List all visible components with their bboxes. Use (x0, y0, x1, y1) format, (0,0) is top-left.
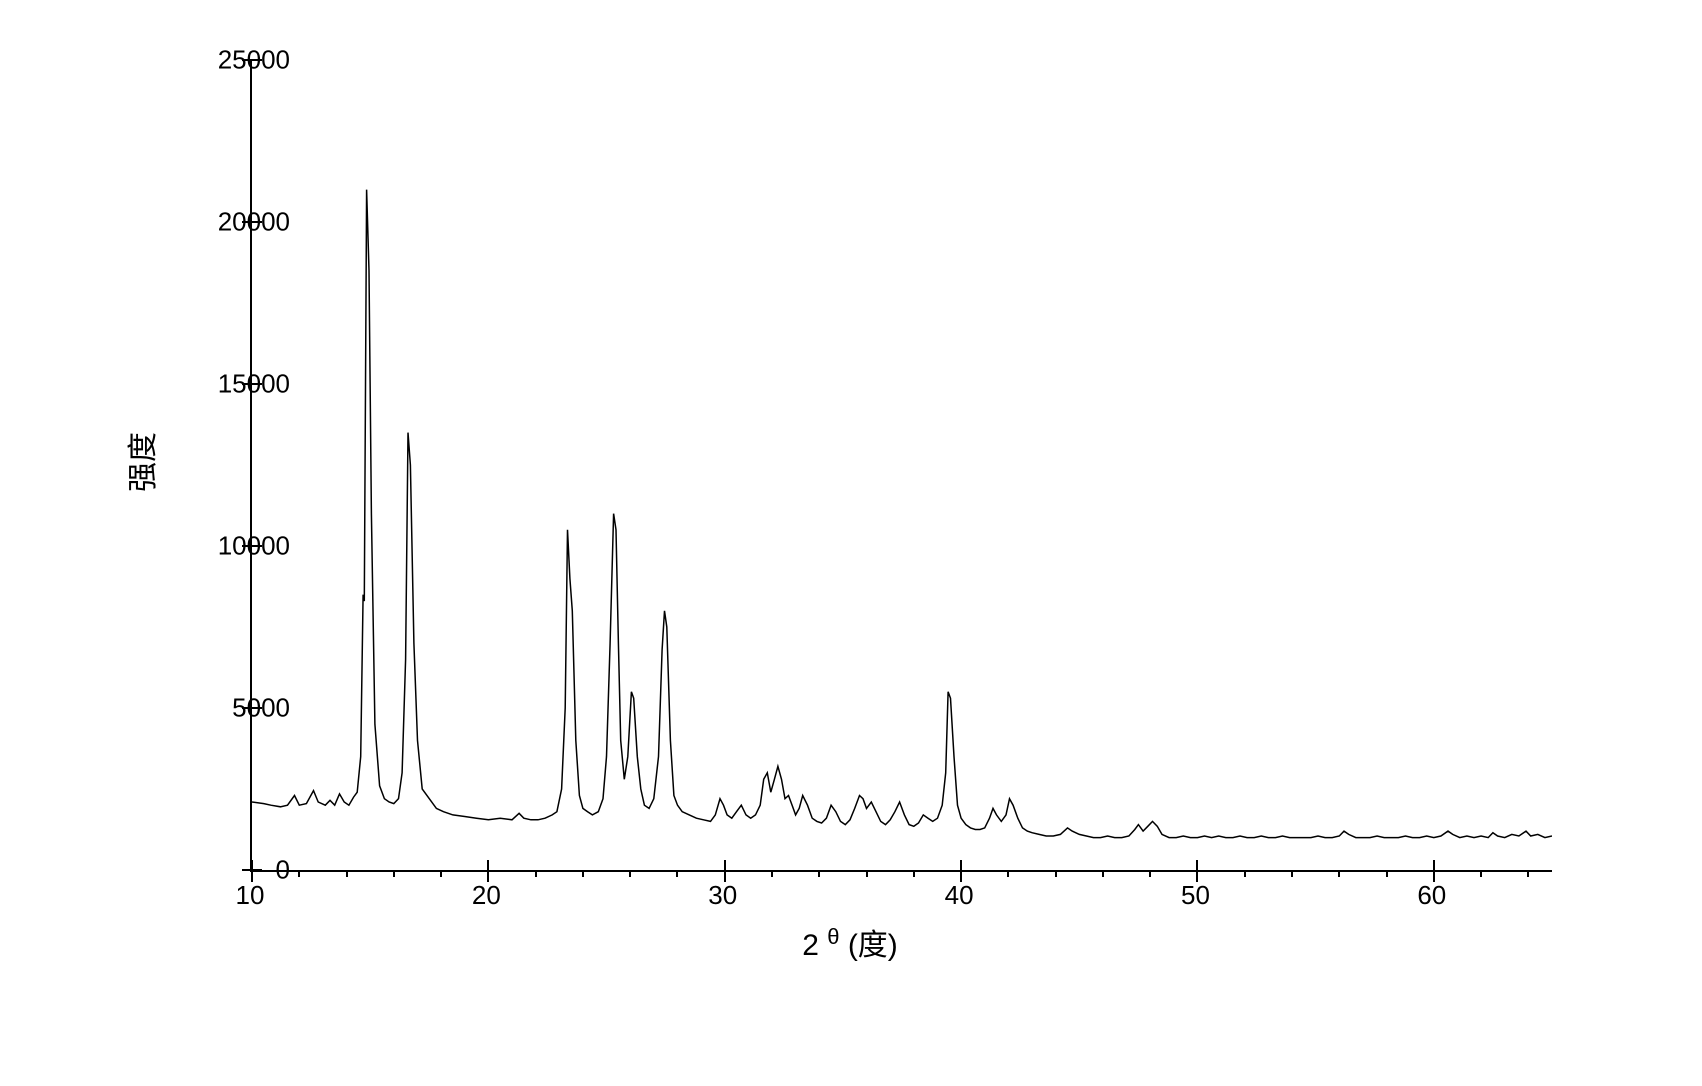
xrd-pattern-line (252, 60, 1552, 870)
x-tick-inner (1196, 860, 1198, 870)
x-minor-tick (440, 870, 442, 877)
x-tick-inner (251, 860, 253, 870)
y-tick-label: 20000 (218, 207, 290, 238)
x-axis-title: 2 θ (度) (802, 920, 898, 964)
y-tick-label: 0 (276, 855, 290, 886)
plot-area (250, 60, 1552, 872)
x-minor-tick (346, 870, 348, 877)
x-minor-tick (866, 870, 868, 877)
y-axis-title: 强度 (118, 432, 162, 492)
x-minor-tick (913, 870, 915, 877)
x-tick-label: 10 (236, 880, 265, 911)
x-tick-inner (960, 860, 962, 870)
x-minor-tick (1055, 870, 1057, 877)
x-minor-tick (582, 870, 584, 877)
x-tick-inner (487, 860, 489, 870)
x-minor-tick (1244, 870, 1246, 877)
x-minor-tick (1291, 870, 1293, 877)
x-minor-tick (818, 870, 820, 877)
x-minor-tick (676, 870, 678, 877)
y-tick-label: 15000 (218, 369, 290, 400)
x-minor-tick (771, 870, 773, 877)
x-tick-label: 60 (1417, 880, 1446, 911)
x-tick-inner (724, 860, 726, 870)
x-minor-tick (1386, 870, 1388, 877)
x-tick-label: 50 (1181, 880, 1210, 911)
x-tick-label: 20 (472, 880, 501, 911)
x-tick-label: 30 (708, 880, 737, 911)
x-minor-tick (298, 870, 300, 877)
x-minor-tick (1007, 870, 1009, 877)
x-minor-tick (1149, 870, 1151, 877)
x-minor-tick (393, 870, 395, 877)
x-minor-tick (629, 870, 631, 877)
y-tick-label: 10000 (218, 531, 290, 562)
xrd-chart: 强度 2 θ (度) 05000100001500020000250001020… (130, 40, 1600, 940)
x-minor-tick (535, 870, 537, 877)
y-tick-label: 5000 (232, 693, 290, 724)
x-minor-tick (1527, 870, 1529, 877)
y-tick-label: 25000 (218, 45, 290, 76)
y-tick-inner (252, 869, 262, 871)
x-minor-tick (1102, 870, 1104, 877)
x-minor-tick (1338, 870, 1340, 877)
x-minor-tick (1480, 870, 1482, 877)
x-tick-inner (1433, 860, 1435, 870)
x-tick-label: 40 (945, 880, 974, 911)
